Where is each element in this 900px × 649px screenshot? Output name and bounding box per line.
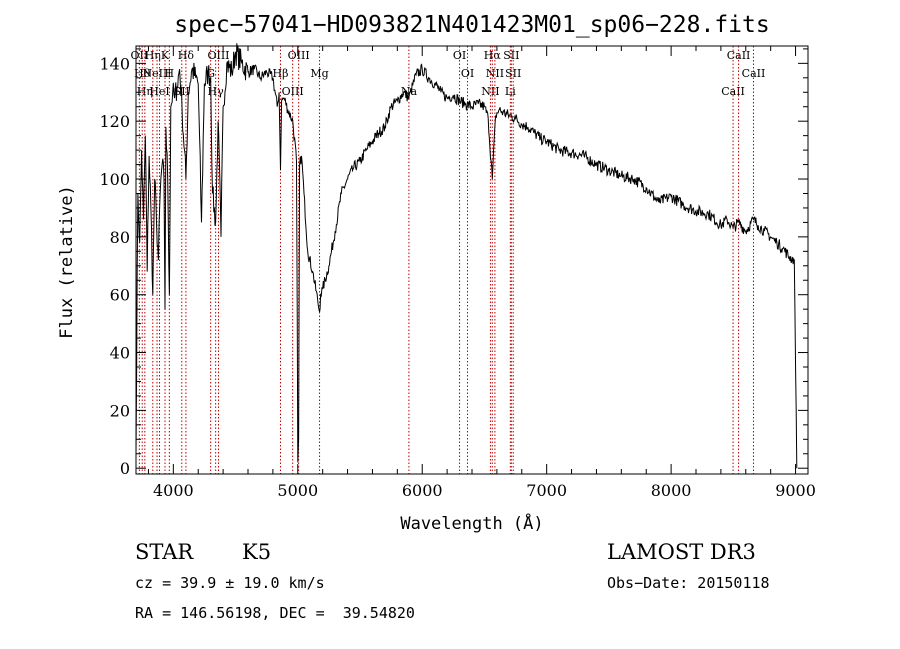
line-marker-label: G (206, 67, 215, 80)
line-marker-label: NII (481, 85, 499, 98)
y-tick-label: 120 (99, 112, 130, 131)
y-tick-label: 40 (110, 344, 130, 363)
line-marker-label: Hδ (178, 49, 195, 62)
survey-name: LAMOST DR3 (607, 540, 756, 564)
y-tick-label: 20 (110, 401, 130, 420)
x-tick-label: 7000 (526, 481, 567, 500)
line-marker-label: OIII (207, 49, 229, 62)
plot-frame (135, 45, 809, 475)
x-tick-label: 8000 (651, 481, 692, 500)
line-marker-label: H (165, 67, 175, 80)
x-tick-label: 5000 (277, 481, 318, 500)
x-tick-label: 6000 (402, 481, 443, 500)
line-marker-label: OII (131, 49, 149, 62)
coordinates: RA = 146.56198, DEC = 39.54820 (135, 604, 415, 622)
line-marker-label: CaII (727, 49, 751, 62)
spectrum-line-0 (135, 43, 798, 469)
y-axis-label: Flux (relative) (57, 185, 77, 339)
y-tick-label: 100 (99, 170, 130, 189)
line-marker-label: OI (453, 49, 466, 62)
x-axis-label: Wavelength (Å) (400, 512, 543, 534)
line-marker-label: Mg (310, 67, 328, 80)
y-tick-label: 60 (110, 286, 130, 305)
line-marker-label: NII (486, 67, 504, 80)
line-marker-label: CaII (742, 67, 766, 80)
line-marker-label: CaII (721, 85, 745, 98)
spectrum-series (135, 43, 798, 469)
x-tick-label: 4000 (153, 481, 194, 500)
line-markers: OII Hθ Hη Hη NeIII HeI KH SII Hδ G Hγ OIII Hβ OIII OII… (131, 46, 766, 474)
line-marker-label: Na (401, 85, 418, 98)
x-tick-label: 9000 (775, 481, 816, 500)
line-marker-label: OI (461, 67, 474, 80)
line-marker-label: HeI (149, 85, 169, 98)
line-marker-label: Hη (137, 85, 153, 98)
axis-ticks: 4000 5000 6000 7000 8000 9000 0 20 40 60 80 100 120 1… (99, 46, 816, 500)
line-marker-label: Hα (484, 49, 502, 62)
line-marker-label: Li (505, 85, 516, 98)
chart-title: spec−57041−HD093821N401423M01_sp06−228.f… (174, 12, 769, 38)
line-marker-label: K (161, 49, 170, 62)
line-marker-label: SII (503, 49, 519, 62)
line-marker-label: Hη (145, 49, 161, 62)
y-tick-label: 80 (110, 228, 130, 247)
y-tick-label: 0 (120, 459, 130, 478)
object-class: STAR (135, 540, 194, 564)
object-subclass: K5 (242, 540, 272, 564)
redshift-readout: cz = 39.9 ± 19.0 km/s (135, 574, 325, 592)
line-marker-label: Hβ (273, 67, 289, 80)
y-tick-label: 140 (99, 54, 130, 73)
line-marker-label: NeIII (142, 67, 171, 80)
line-marker-label: Hθ (134, 67, 151, 80)
line-marker-label: OIII (288, 49, 310, 62)
line-marker-label: SII (505, 67, 521, 80)
line-marker-label: Hγ (208, 85, 225, 98)
obs-date: Obs−Date: 20150118 (607, 574, 770, 592)
line-marker-label: OIII (282, 85, 304, 98)
